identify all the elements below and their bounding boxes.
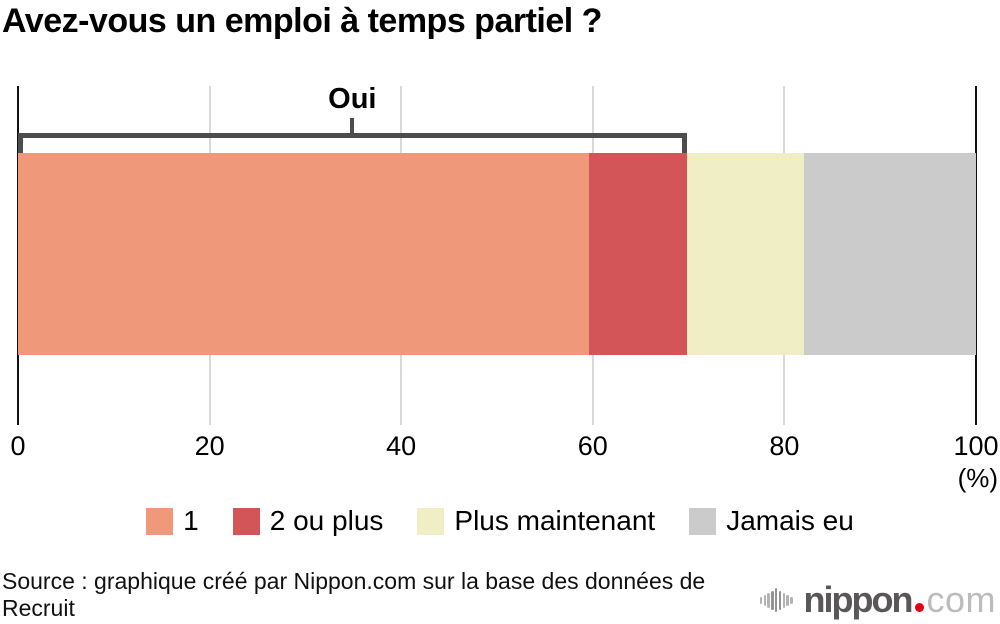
legend-swatch bbox=[232, 507, 260, 535]
legend-item: Jamais eu bbox=[689, 505, 854, 537]
bar-segment bbox=[804, 153, 976, 355]
legend-label: Jamais eu bbox=[726, 505, 854, 536]
sound-wave-bar bbox=[786, 594, 789, 606]
chart-title: Avez-vous un emploi à temps partiel ? bbox=[2, 2, 602, 40]
legend-label: Plus maintenant bbox=[454, 505, 656, 536]
oui-bracket bbox=[18, 118, 687, 153]
logo-tld-text: com bbox=[926, 579, 996, 620]
legend-item: 1 bbox=[146, 505, 199, 537]
sound-wave-bar bbox=[775, 588, 778, 612]
sound-wave-bar bbox=[782, 592, 785, 608]
bar-segment bbox=[588, 153, 687, 355]
nippon-logo: nippon com bbox=[759, 579, 996, 620]
oui-annotation-label: Oui bbox=[328, 83, 377, 115]
sound-wave-bar bbox=[778, 590, 782, 610]
legend-swatch bbox=[146, 507, 174, 535]
gridline-100 bbox=[975, 86, 977, 425]
logo-brand-text: nippon bbox=[803, 579, 914, 620]
bracket-center-tick bbox=[350, 118, 355, 133]
tick-label-60: 60 bbox=[577, 431, 608, 461]
stacked-bar bbox=[18, 153, 976, 355]
tick-label-20: 20 bbox=[194, 431, 225, 461]
sound-wave-bar bbox=[759, 596, 763, 604]
bar-segment bbox=[686, 153, 805, 355]
legend-label: 2 ou plus bbox=[269, 505, 384, 536]
tick-label-80: 80 bbox=[769, 431, 800, 461]
sound-wave-bar bbox=[771, 590, 774, 610]
plot-area: Oui bbox=[17, 83, 977, 425]
legend-label: 1 bbox=[183, 505, 199, 536]
legend-swatch bbox=[417, 507, 445, 535]
legend: 1 2 ou plus Plus maintenant Jamais eu bbox=[0, 505, 1000, 537]
tick-label-0: 0 bbox=[10, 431, 26, 461]
legend-item: 2 ou plus bbox=[232, 505, 384, 537]
sound-wave-icon bbox=[759, 587, 793, 613]
x-axis-tick-labels: 0 20 40 60 80 100 bbox=[10, 431, 998, 463]
legend-item: Plus maintenant bbox=[417, 505, 655, 537]
sound-wave-bar bbox=[763, 594, 767, 606]
logo-red-dot bbox=[915, 603, 925, 612]
tick-label-100: 100 bbox=[953, 431, 999, 461]
source-note: Source : graphique créé par Nippon.com s… bbox=[2, 568, 706, 621]
tick-label-40: 40 bbox=[386, 431, 417, 461]
sound-wave-bar bbox=[790, 596, 793, 604]
sound-wave-bar bbox=[767, 592, 770, 608]
legend-swatch bbox=[689, 507, 717, 535]
x-axis-unit-label: (%) bbox=[957, 463, 998, 493]
bar-segment bbox=[18, 153, 589, 355]
